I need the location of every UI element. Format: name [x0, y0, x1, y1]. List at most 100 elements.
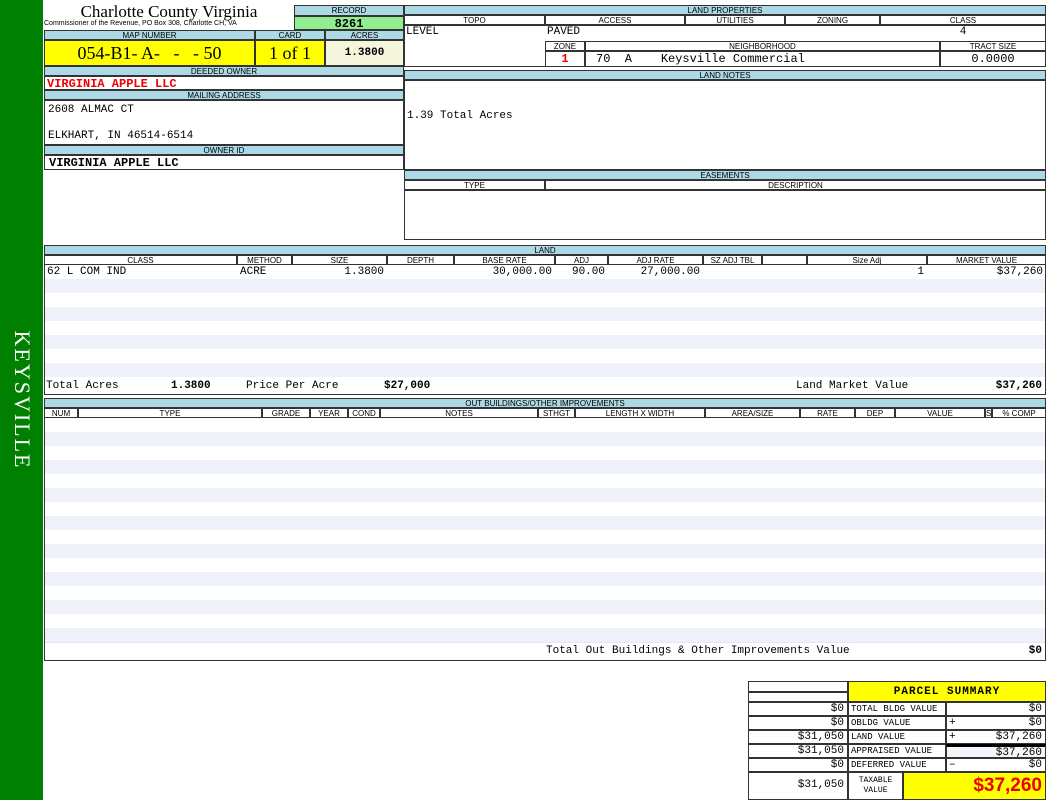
summary-operator: +	[949, 717, 956, 729]
summary-prev-value: $31,050	[748, 730, 848, 744]
acres-value: 1.3800	[325, 40, 404, 66]
outbuildings-header: OUT BUILDINGS/OTHER IMPROVEMENTS	[44, 398, 1046, 408]
outbuildings-column-header: LENGTH X WIDTH	[575, 408, 705, 418]
class-label: CLASS	[880, 15, 1046, 25]
summary-prev-value: $0	[748, 716, 848, 730]
outbuildings-column-header: DEP	[855, 408, 895, 418]
summary-operator: –	[949, 759, 956, 771]
summary-value: $0	[946, 702, 1046, 716]
summary-prev-value: $0	[748, 702, 848, 716]
land-notes-text: 1.39 Total Acres	[404, 80, 1046, 170]
summary-value: – $0	[946, 758, 1046, 772]
address-line-2: ELKHART, IN 46514-6514	[48, 130, 194, 142]
outbuildings-row	[45, 432, 1045, 447]
outbuildings-column-header: TYPE	[78, 408, 262, 418]
outbuildings-row	[45, 502, 1045, 517]
owner-id-label: OWNER ID	[44, 145, 404, 155]
outbuildings-row	[45, 600, 1045, 615]
sidebar: KEYSVILLE	[0, 0, 43, 800]
outbuildings-column-header: YEAR	[310, 408, 348, 418]
land-cell: 62 L COM IND	[47, 266, 127, 278]
summary-amount: $0	[1028, 759, 1042, 771]
taxable-value: $37,260	[903, 772, 1046, 800]
outbuildings-row	[45, 530, 1045, 545]
land-cell	[388, 265, 455, 279]
deeded-owner: VIRGINIA APPLE LLC	[44, 76, 404, 91]
land-column-header	[762, 255, 807, 265]
land-column-header: DEPTH	[387, 255, 454, 265]
land-header: LAND	[44, 245, 1046, 255]
summary-value: + $0	[946, 716, 1046, 730]
deeded-owner-label: DEEDED OWNER	[44, 66, 404, 76]
outbuildings-row	[45, 572, 1045, 587]
outbuildings-column-header: RATE	[800, 408, 855, 418]
district-label: KEYSVILLE	[9, 330, 35, 470]
outbuildings-column-header: VALUE	[895, 408, 985, 418]
land-column-header: MARKET VALUE	[927, 255, 1046, 265]
land-column-header: Size Adj	[807, 255, 927, 265]
neighborhood-label: NEIGHBORHOOD	[585, 41, 940, 51]
summary-amount: $0	[1028, 703, 1042, 715]
class-value: 4	[959, 26, 967, 38]
summary-value: + $37,260	[946, 730, 1046, 744]
land-properties-header: LAND PROPERTIES	[404, 5, 1046, 15]
neighborhood-value: Keysville Commercial	[660, 52, 805, 66]
total-acres-value: 1.3800	[171, 380, 211, 392]
land-cell	[704, 265, 763, 279]
map-number-label: MAP NUMBER	[44, 30, 255, 40]
page-title: Charlotte County Virginia	[80, 2, 258, 21]
land-cell: 1.3800	[344, 266, 384, 278]
total-acres-label: Total Acres	[46, 380, 119, 392]
summary-amount: $0	[1028, 717, 1042, 729]
outbuildings-column-header: STHGT	[538, 408, 575, 418]
parcel-summary-title: PARCEL SUMMARY	[848, 681, 1046, 702]
price-per-acre-value: $27,000	[384, 380, 431, 392]
land-row	[45, 349, 1045, 363]
mailing-address-label: MAILING ADDRESS	[44, 90, 404, 100]
land-cell: 27,000.00	[640, 266, 700, 278]
topo-label: TOPO	[404, 15, 545, 25]
map-number: 054-B1- A- - - 50	[44, 40, 255, 66]
land-totals: Total Acres 1.3800 Price Per Acre $27,00…	[44, 378, 1046, 394]
card-value: 1 of 1	[255, 40, 325, 66]
outbuildings-column-header: NOTES	[380, 408, 538, 418]
summary-prev-value: $0	[748, 758, 848, 772]
land-cell: $37,260	[996, 266, 1043, 278]
zone-label: ZONE	[545, 41, 585, 51]
outbuildings-column-header: S	[985, 408, 992, 418]
outbuildings-row	[45, 516, 1045, 531]
outbuildings-row	[45, 418, 1045, 433]
utilities-label: UTILITIES	[685, 15, 785, 25]
access-label: ACCESS	[545, 15, 685, 25]
record-label: RECORD	[294, 5, 404, 16]
land-row	[45, 293, 1045, 307]
outbuildings-column-header: AREA/SIZE	[705, 408, 800, 418]
land-column-header: BASE RATE	[454, 255, 555, 265]
land-column-header: METHOD	[237, 255, 292, 265]
outbuildings-row	[45, 488, 1045, 503]
outbuildings-total-value: $0	[1028, 645, 1042, 657]
land-market-label: Land Market Value	[796, 380, 909, 392]
land-column-header: ADJ	[555, 255, 608, 265]
outbuildings-row	[45, 614, 1045, 629]
summary-prev-value: $31,050	[748, 744, 848, 758]
summary-value: $37,260	[946, 744, 1046, 759]
land-cell: 1	[917, 266, 924, 278]
land-column-header: SIZE	[292, 255, 387, 265]
zoning-label: ZONING	[785, 15, 880, 25]
taxable-label: TAXABLE VALUE	[848, 772, 903, 800]
land-column-header: SZ ADJ TBL	[703, 255, 762, 265]
access-value: PAVED	[547, 26, 581, 38]
taxable-prev-value: $31,050	[748, 772, 848, 800]
outbuildings-column-header: COND	[348, 408, 380, 418]
outbuildings-column-header: % COMP	[992, 408, 1046, 418]
outbuildings-row	[45, 446, 1045, 461]
zone-value: 1	[545, 51, 585, 67]
outbuildings-column-header: GRADE	[262, 408, 310, 418]
outbuildings-row	[45, 586, 1045, 601]
outbuildings-row	[45, 628, 1045, 643]
page-subtitle: Commissioner of the Revenue, PO Box 308,…	[44, 20, 237, 27]
outbuildings-total-label: Total Out Buildings & Other Improvements…	[546, 645, 850, 657]
summary-amount: $37,260	[995, 747, 1042, 759]
summary-operator: +	[949, 731, 956, 743]
